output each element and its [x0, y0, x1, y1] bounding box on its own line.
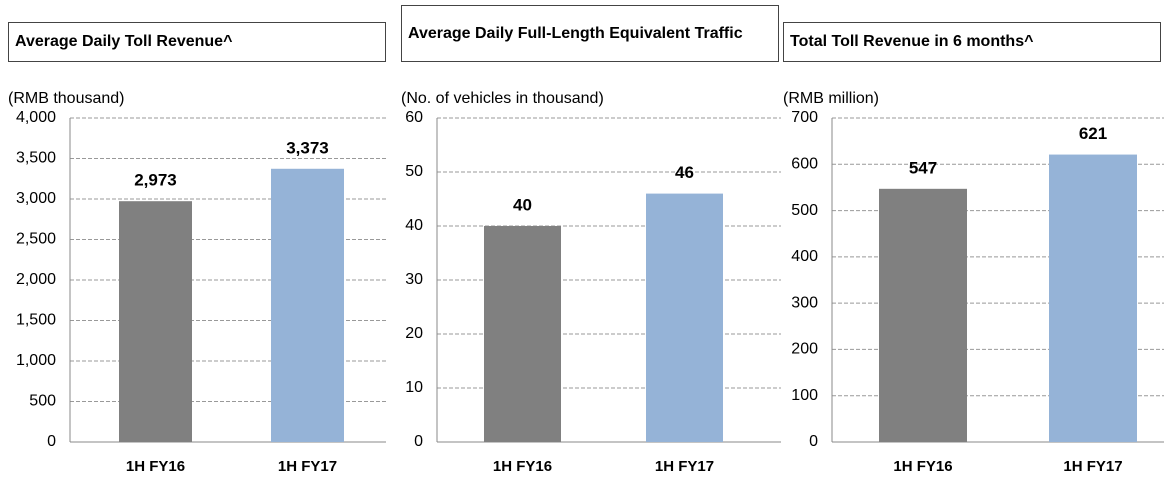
y-tick-label: 400 [791, 248, 818, 265]
y-tick-label: 500 [791, 202, 818, 219]
chart-title: Average Daily Toll Revenue^ [8, 22, 386, 62]
y-tick-label: 60 [405, 109, 423, 126]
y-tick-label: 1,500 [16, 312, 56, 329]
y-tick-label: 4,000 [16, 109, 56, 126]
chart-title: Total Toll Revenue in 6 months^ [783, 22, 1161, 62]
bar [271, 168, 344, 443]
y-axis-label: (RMB million) [783, 90, 879, 107]
x-tick-label: 1H FY17 [655, 458, 714, 475]
y-tick-label: 30 [405, 271, 423, 288]
y-tick-label: 20 [405, 325, 423, 342]
bar [119, 201, 192, 442]
bar [1049, 154, 1137, 442]
y-tick-label: 200 [791, 341, 818, 358]
y-tick-label: 1,000 [16, 352, 56, 369]
data-label: 46 [675, 163, 694, 182]
y-tick-label: 2,500 [16, 231, 56, 248]
chart-title: Average Daily Full-Length Equivalent Tra… [401, 5, 779, 62]
y-tick-label: 100 [791, 387, 818, 404]
y-tick-label: 500 [29, 393, 56, 410]
data-label: 2,973 [134, 171, 177, 190]
y-tick-label: 10 [405, 379, 423, 396]
y-axis-label: (No. of vehicles in thousand) [401, 90, 604, 107]
x-tick-label: 1H FY16 [893, 458, 952, 475]
bar [646, 193, 723, 442]
y-tick-label: 50 [405, 163, 423, 180]
y-tick-label: 3,000 [16, 190, 56, 207]
x-tick-label: 1H FY16 [126, 458, 185, 475]
y-tick-label: 0 [47, 433, 56, 450]
y-axis-label: (RMB thousand) [8, 90, 125, 107]
x-tick-label: 1H FY16 [493, 458, 552, 475]
data-label: 3,373 [286, 138, 329, 157]
bar [484, 226, 561, 442]
data-label: 621 [1079, 124, 1107, 143]
y-tick-label: 0 [414, 433, 423, 450]
y-tick-label: 600 [791, 156, 818, 173]
y-tick-label: 2,000 [16, 271, 56, 288]
x-tick-label: 1H FY17 [278, 458, 337, 475]
y-tick-label: 0 [809, 433, 818, 450]
y-tick-label: 3,500 [16, 150, 56, 167]
bar [879, 188, 967, 442]
y-tick-label: 300 [791, 294, 818, 311]
y-tick-label: 40 [405, 217, 423, 234]
data-label: 40 [513, 195, 532, 214]
x-tick-label: 1H FY17 [1063, 458, 1122, 475]
y-tick-label: 700 [791, 109, 818, 126]
data-label: 547 [909, 158, 937, 177]
